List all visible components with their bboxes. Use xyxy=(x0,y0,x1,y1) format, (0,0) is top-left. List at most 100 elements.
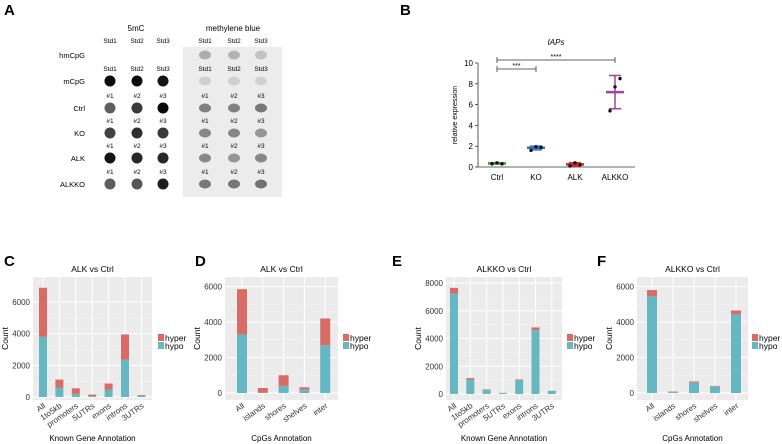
dot-5mc xyxy=(104,102,116,114)
dot-methylene-blue xyxy=(255,50,267,60)
panel-label-b: B xyxy=(400,2,411,19)
dot-blot-5mc-title: 5mC xyxy=(128,24,145,33)
y-tick-label: 4000 xyxy=(204,318,222,327)
dot-sample-label: #2 xyxy=(230,143,238,150)
bar-hyper xyxy=(450,287,458,294)
x-axis-label: CpGs Annotation xyxy=(662,434,722,443)
panel-label-c: C xyxy=(4,253,15,270)
bar-hyper xyxy=(731,310,741,315)
y-tick-label: 4 xyxy=(469,121,474,130)
x-tick-label: islands xyxy=(652,401,678,423)
x-axis-label: Known Gene Annotation xyxy=(49,434,135,443)
bar-hypo xyxy=(466,379,475,394)
chart-title: ALK vs Ctrl xyxy=(71,264,114,274)
data-point xyxy=(568,164,572,168)
legend-label: hypo xyxy=(574,341,593,351)
dot-sample-label: #3 xyxy=(257,169,265,176)
dot-sample-label: #2 xyxy=(133,169,141,176)
dot-methylene-blue xyxy=(228,179,240,189)
dot-sample-label: #3 xyxy=(159,169,167,176)
dot-sample-label: #1 xyxy=(201,143,209,150)
panel-label-f: F xyxy=(597,253,606,270)
dot-sample-label: #3 xyxy=(159,143,167,150)
bar-hypo xyxy=(689,382,699,393)
bar-hyper xyxy=(278,375,289,386)
dot-methylene-blue xyxy=(255,103,267,113)
legend-label: hyper xyxy=(165,333,186,343)
dot-sample-label: #2 xyxy=(133,143,141,150)
y-tick-label: 2000 xyxy=(425,362,443,371)
dot-sample-label: #2 xyxy=(230,169,238,176)
legend-swatch-hypo xyxy=(567,342,573,349)
dot-sample-label: Std2 xyxy=(130,38,144,45)
y-tick-label: 0 xyxy=(469,163,474,172)
dot-blot-row-label: ALKKO xyxy=(60,180,85,189)
dot-sample-label: Std1 xyxy=(198,38,212,45)
x-tick-label: ALK xyxy=(567,173,583,182)
dot-5mc xyxy=(131,127,143,139)
bar-hypo xyxy=(320,345,331,393)
dot-5mc xyxy=(104,178,116,190)
dot-5mc xyxy=(157,102,169,114)
dot-methylene-blue xyxy=(255,76,267,86)
x-tick-label: islands xyxy=(241,401,267,423)
bar-hyper xyxy=(515,379,524,381)
bar-hyper xyxy=(104,383,113,390)
legend-label: hypo xyxy=(350,341,369,351)
bar-hypo xyxy=(731,314,741,393)
bar-hyper xyxy=(466,378,475,380)
legend-swatch-hypo xyxy=(158,342,164,349)
chart-title: ALKKO vs Ctrl xyxy=(665,264,720,274)
dot-sample-label: #1 xyxy=(201,118,209,125)
y-tick-label: 0 xyxy=(26,393,31,402)
dot-sample-label: Std2 xyxy=(130,66,144,73)
dot-blot-row-label: Ctrl xyxy=(73,104,85,113)
dot-blot-methylene-title: methylene blue xyxy=(206,24,261,33)
bar-hypo xyxy=(137,395,146,397)
x-axis-label: CpGs Annotation xyxy=(251,434,311,443)
bar-hyper xyxy=(88,394,97,397)
bar-hyper xyxy=(257,388,268,393)
legend-swatch-hyper xyxy=(752,334,758,341)
dot-5mc xyxy=(131,75,143,87)
data-point xyxy=(613,85,617,89)
data-point xyxy=(578,163,582,167)
methylene-blue-membrane xyxy=(183,47,282,197)
dot-sample-label: Std3 xyxy=(156,66,170,73)
data-point xyxy=(573,161,577,165)
dot-5mc xyxy=(157,127,169,139)
dot-sample-label: #2 xyxy=(230,93,238,100)
legend-swatch-hyper xyxy=(158,334,164,341)
x-tick-label: Ctrl xyxy=(491,173,504,182)
y-axis-label: relative expression xyxy=(452,86,459,144)
bar-hypo xyxy=(498,393,507,394)
x-tick-label: shelves xyxy=(281,401,308,424)
legend-swatch-hyper xyxy=(567,334,573,341)
bar-hypo xyxy=(531,330,540,394)
y-axis-label: Count xyxy=(0,327,10,350)
legend-swatch-hyper xyxy=(343,334,349,341)
dot-sample-label: #3 xyxy=(257,93,265,100)
y-axis-label: Count xyxy=(413,327,423,350)
panel-label-d: D xyxy=(195,253,206,270)
dot-sample-label: #2 xyxy=(230,118,238,125)
dot-5mc xyxy=(157,178,169,190)
data-point xyxy=(495,161,499,165)
data-point xyxy=(608,109,612,113)
data-point xyxy=(490,162,494,166)
y-tick-label: 6 xyxy=(469,101,474,110)
dot-methylene-blue xyxy=(199,128,211,138)
bar-chart-c: 0200040006000All1to5kbpromoters5UTRsexon… xyxy=(0,264,186,443)
dot-sample-label: Std1 xyxy=(103,38,117,45)
bar-hypo xyxy=(257,392,268,393)
dot-sample-label: Std3 xyxy=(254,66,268,73)
y-axis-label: Count xyxy=(604,327,614,350)
dot-blot-row-label: hmCpG xyxy=(59,51,85,60)
dot-methylene-blue xyxy=(228,76,240,86)
dot-methylene-blue xyxy=(199,50,211,60)
bar-hypo xyxy=(450,293,458,394)
dot-sample-label: Std1 xyxy=(103,66,117,73)
data-point xyxy=(529,148,533,153)
bar-chart-e: 02000400060008000All1to5kbpromoters5UTRs… xyxy=(413,264,595,443)
